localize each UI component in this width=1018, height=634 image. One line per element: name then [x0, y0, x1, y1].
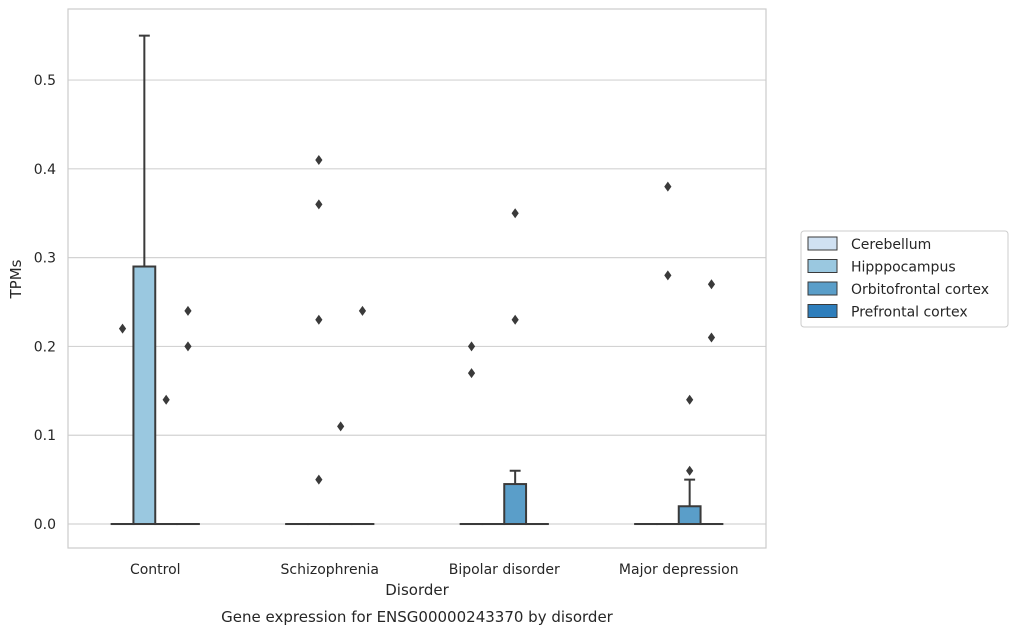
x-axis-label: Disorder: [385, 581, 449, 599]
outlier-point: [184, 341, 192, 352]
outlier-point: [686, 465, 694, 476]
legend: Cerebellum Hipppocampus Orbitofrontal cort…: [800, 230, 1009, 328]
box-body: [132, 265, 157, 526]
outlier-point: [315, 154, 323, 165]
outlier-point: [511, 314, 519, 325]
y-tick-label: 0.2: [34, 339, 56, 355]
gridlines: [68, 79, 766, 525]
legend-swatch: [807, 281, 838, 296]
outlier-point: [664, 181, 672, 192]
x-tick-label: Schizophrenia: [281, 562, 379, 578]
legend-label: Cerebellum: [851, 237, 931, 253]
box-body: [503, 483, 528, 526]
legend-swatch: [807, 236, 838, 251]
y-tick-label: 0.4: [34, 162, 56, 178]
boxes: [110, 34, 724, 526]
y-tick-label: 0.0: [34, 517, 56, 533]
outlier-point: [467, 341, 476, 352]
outlier-point: [315, 314, 323, 325]
legend-label: Prefrontal cortex: [851, 305, 968, 321]
x-tick-label: Bipolar disorder: [449, 562, 560, 578]
y-axis-label: TPMs: [7, 259, 25, 299]
legend-swatch: [807, 259, 838, 273]
box-hipppocampus: [132, 34, 157, 526]
chart-caption: Gene expression for ENSG00000243370 by d…: [221, 608, 614, 626]
legend-label: Orbitofrontal cortex: [851, 282, 989, 298]
outlier-point: [467, 368, 476, 379]
outliers: [118, 154, 716, 485]
outlier-point: [184, 305, 192, 316]
outlier-point: [664, 270, 672, 281]
outlier-point: [315, 199, 323, 210]
legend-label: Hipppocampus: [851, 260, 956, 276]
box-body: [677, 505, 702, 526]
outlier-point: [707, 279, 716, 290]
legend-swatch: [807, 304, 838, 318]
y-tick-label: 0.3: [34, 251, 56, 267]
y-tick-labels: 0.0 0.1 0.2 0.3 0.4 0.5: [34, 73, 56, 533]
y-tick-label: 0.5: [34, 73, 56, 89]
outlier-point: [118, 323, 127, 334]
outlier-point: [358, 305, 367, 316]
outlier-point: [511, 208, 519, 219]
x-tick-label: Major depression: [619, 562, 739, 578]
legend-frame: [800, 230, 1009, 328]
outlier-point: [707, 332, 716, 343]
outlier-point: [337, 421, 345, 432]
outlier-point: [315, 474, 323, 485]
plot-area-frame: [67, 8, 767, 549]
box-orbitofrontal-cortex: [677, 478, 702, 526]
outlier-point: [686, 394, 694, 405]
box-orbitofrontal-cortex: [503, 469, 528, 526]
x-tick-labels: Control Schizophrenia Bipolar disorder Majo…: [130, 562, 739, 578]
x-tick-label: Control: [130, 562, 181, 578]
outlier-point: [162, 394, 170, 405]
y-tick-label: 0.1: [34, 428, 56, 444]
